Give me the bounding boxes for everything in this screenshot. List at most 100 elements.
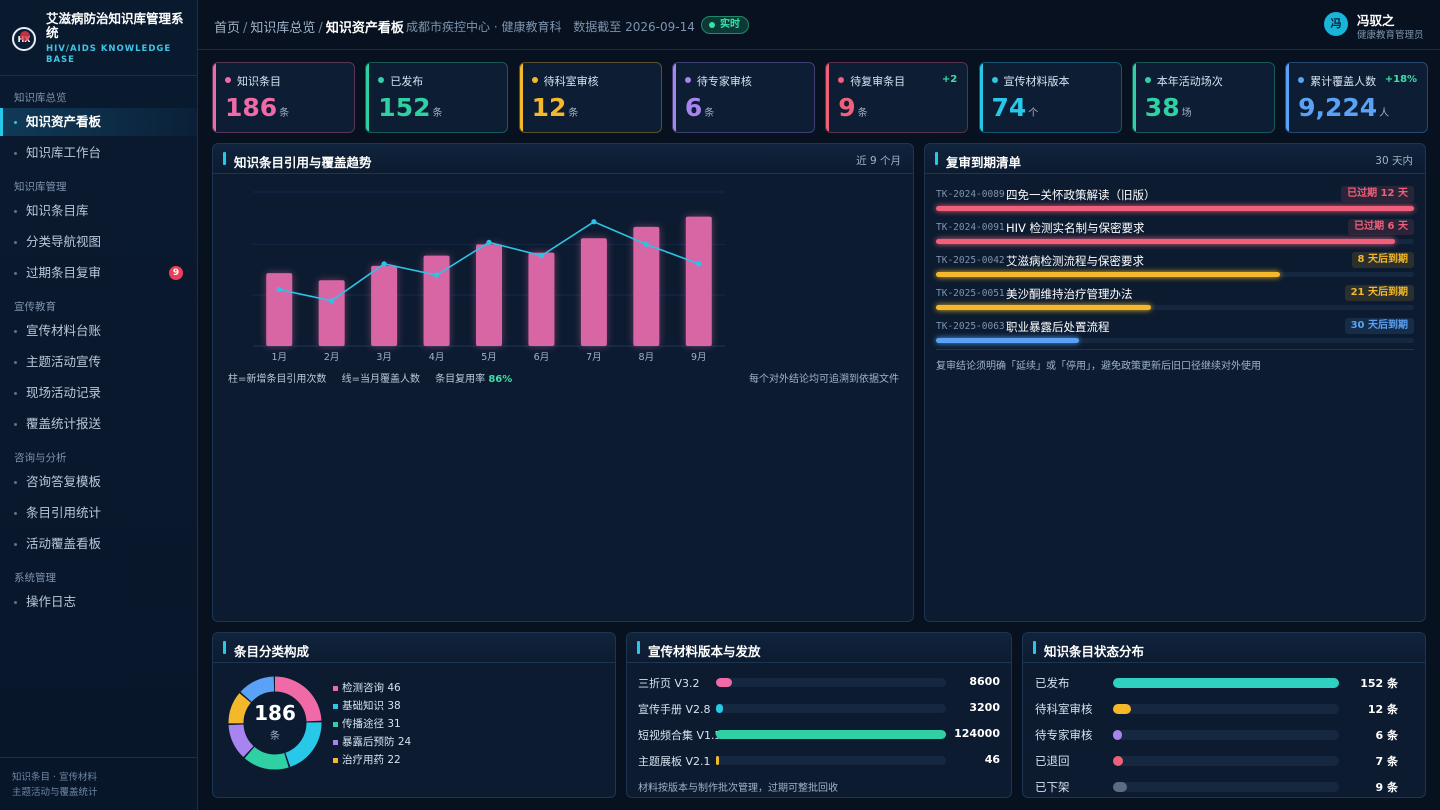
- legend-swatch: [333, 739, 338, 745]
- review-due-tag: 8 天后到期: [1351, 252, 1414, 268]
- kpi-value: 9: [838, 93, 856, 122]
- status-bar-fill: [1113, 782, 1127, 792]
- chart-bar: [685, 216, 712, 346]
- status-name: 待专家审核: [1035, 728, 1093, 742]
- nav-group-manage: 知识库管理: [14, 181, 67, 193]
- material-name: 宣传手册 V2.8: [638, 703, 711, 716]
- nav-item-field-record[interactable]: 现场活动记录: [0, 379, 197, 407]
- title-marker: [223, 152, 226, 165]
- chart-point: [591, 219, 597, 225]
- kpi-dot-icon: [1298, 77, 1305, 83]
- review-name: HIV 检测实名制与保密要求: [1006, 221, 1145, 235]
- nav-item-coverage-report[interactable]: 覆盖统计报送: [0, 410, 197, 438]
- category-legend-item: 暴露后预防 24: [333, 734, 411, 749]
- nav-item-workbench[interactable]: 知识库工作台: [0, 139, 197, 167]
- nav-item-asset-dashboard[interactable]: 知识资产看板: [0, 108, 197, 136]
- trend-title: 知识条目引用与覆盖趋势: [234, 155, 372, 170]
- legend-bar: 柱=新增条目引用次数: [228, 374, 327, 385]
- kpi-accent-bar: [672, 63, 676, 132]
- kpi-label: 待复审条目: [850, 75, 906, 88]
- reuse-value: 86%: [488, 374, 513, 385]
- status-value: 152 条: [1360, 677, 1398, 690]
- review-code: TK-2025-0063: [936, 321, 1005, 332]
- kpi-accent-bar: [979, 63, 983, 132]
- nav-item-material-ledger[interactable]: 宣传材料台账: [0, 317, 197, 345]
- kpi-unit: 人: [1379, 108, 1390, 119]
- kpi-card[interactable]: 累计覆盖人数 +18% 9,224 人: [1285, 62, 1429, 133]
- nav-item-category-view[interactable]: 分类导航视图: [0, 228, 197, 256]
- material-bar-track: [716, 730, 946, 739]
- status-value: 7 条: [1375, 755, 1398, 768]
- kpi-value: 6: [684, 93, 703, 122]
- divider: [936, 349, 1414, 350]
- status-row: 已下架 9 条: [1035, 777, 1398, 797]
- nav-item-citation-stats[interactable]: 条目引用统计: [0, 499, 197, 527]
- kpi-label: 宣传材料版本: [1003, 75, 1070, 88]
- trend-chart: 1月 2月 3月 4月 5月 6月 7月 8月 9月: [253, 191, 725, 363]
- app-subtitle: HIV/AIDS KNOWLEDGE BASE: [46, 44, 172, 65]
- kpi-card[interactable]: 待专家审核 6 条: [671, 62, 815, 133]
- legend-label: 暴露后预防 24: [342, 736, 412, 748]
- top-bar: 首页 / 知识库总览 / 知识资产看板 成都市疾控中心 · 健康教育科 数据截至 202…: [198, 0, 1440, 50]
- status-bar-track: [1113, 782, 1339, 792]
- org-name: 成都市疾控中心 · 健康教育科: [406, 20, 562, 34]
- kpi-card[interactable]: 已发布 152 条: [365, 62, 509, 133]
- kpi-value-wrap: 12 条: [532, 93, 579, 122]
- status-value: 9 条: [1375, 781, 1398, 794]
- nav-item-coverage-dashboard[interactable]: 活动覆盖看板: [0, 530, 197, 558]
- x-tick-label: 8月: [639, 352, 655, 363]
- nav-item-entry-library[interactable]: 知识条目库: [0, 197, 197, 225]
- category-title: 条目分类构成: [234, 644, 310, 659]
- review-item[interactable]: TK-2025-0051 美沙酮维持治疗管理办法 21 天后到期: [936, 285, 1414, 312]
- nav-item-campaign[interactable]: 主题活动宣传: [0, 348, 197, 376]
- review-item[interactable]: TK-2024-0089 四免一关怀政策解读（旧版） 已过期 12 天: [936, 186, 1414, 213]
- status-bar-fill: [1113, 678, 1339, 688]
- x-tick-label: 3月: [376, 352, 392, 363]
- breadcrumb-overview[interactable]: 知识库总览: [250, 21, 316, 36]
- x-tick-label: 7月: [586, 352, 602, 363]
- kpi-dot-icon: [378, 77, 385, 83]
- nav-item-expired-review[interactable]: 过期条目复审 9: [0, 259, 197, 287]
- chart-point: [276, 286, 282, 293]
- status-value: 12 条: [1367, 703, 1398, 716]
- nav-group-overview: 知识库总览: [14, 92, 67, 104]
- nav-item-operation-log[interactable]: 操作日志: [0, 588, 197, 616]
- kpi-dot-icon: [531, 77, 538, 83]
- kpi-dot-icon: [991, 77, 998, 83]
- breadcrumb-home[interactable]: 首页: [214, 21, 241, 36]
- donut-slice: [228, 676, 322, 770]
- title-marker: [1033, 641, 1036, 654]
- trend-panel: 知识条目引用与覆盖趋势 近 9 个月 1月 2月 3月 4月 5月 6月 7月 8月 9月 柱=…: [212, 143, 914, 622]
- kpi-card[interactable]: 知识条目 186 条: [212, 62, 355, 133]
- review-progress-fill: [936, 239, 1395, 244]
- nav-group-education: 宣传教育: [14, 301, 56, 313]
- user-name[interactable]: 冯驭之: [1357, 13, 1395, 28]
- avatar[interactable]: 冯: [1324, 12, 1348, 36]
- panel-header: 复审到期清单 30 天内: [925, 144, 1425, 174]
- kpi-label: 知识条目: [237, 75, 281, 88]
- review-item[interactable]: TK-2025-0063 职业暴露后处置流程 30 天后到期: [936, 318, 1414, 345]
- kpi-unit: 条: [432, 108, 443, 119]
- category-legend-item: 检测咨询 46: [333, 680, 401, 695]
- review-progress-track: [936, 338, 1414, 343]
- review-item[interactable]: TK-2024-0091 HIV 检测实名制与保密要求 已过期 6 天: [936, 219, 1414, 246]
- title-marker: [935, 152, 938, 165]
- kpi-card[interactable]: 宣传材料版本 74 个: [978, 62, 1122, 133]
- review-note: 复审结论须明确「延续」或「停用」，避免政策更新后旧口径继续对外使用: [936, 361, 1261, 372]
- review-progress-track: [936, 206, 1414, 211]
- review-due-tag: 30 天后到期: [1344, 318, 1414, 334]
- kpi-card[interactable]: 待科室审核 12 条: [518, 62, 662, 133]
- material-row: 短视频合集 V1.5 124000: [638, 725, 1000, 745]
- review-code: TK-2025-0051: [936, 288, 1005, 299]
- kpi-card[interactable]: 本年活动场次 38 场: [1131, 62, 1275, 133]
- material-bar-track: [716, 678, 946, 687]
- material-value: 3200: [969, 701, 1000, 714]
- kpi-dot-icon: [684, 77, 691, 83]
- nav-item-reply-template[interactable]: 咨询答复模板: [0, 468, 197, 496]
- kpi-accent-bar: [213, 63, 216, 132]
- chart-bar: [476, 244, 502, 346]
- kpi-card[interactable]: 待复审条目 +2 9 条: [825, 62, 969, 133]
- review-code: TK-2024-0091: [936, 222, 1005, 233]
- status-title: 知识条目状态分布: [1044, 644, 1145, 659]
- review-item[interactable]: TK-2025-0042 艾滋病检测流程与保密要求 8 天后到期: [936, 252, 1414, 279]
